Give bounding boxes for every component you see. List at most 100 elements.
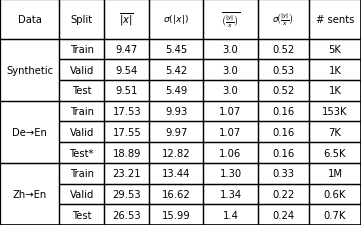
Text: 15.99: 15.99 [162,210,191,220]
Bar [59,142,104,163]
Bar [59,101,104,122]
Bar [257,60,309,81]
Bar [149,184,203,204]
Text: 1.34: 1.34 [219,189,242,199]
Text: $\overline{\left(\frac{|y|}{x}\right)}$: $\overline{\left(\frac{|y|}{x}\right)}$ [221,10,240,29]
Bar [149,122,203,142]
Bar [149,142,203,163]
Text: 0.24: 0.24 [272,210,294,220]
Text: 7K: 7K [329,127,342,137]
Bar [203,0,257,39]
Bar [309,122,361,142]
Text: 26.53: 26.53 [112,210,141,220]
Text: Zh→En: Zh→En [13,189,47,199]
Text: 6.5K: 6.5K [324,148,346,158]
Text: 5K: 5K [329,45,342,55]
Bar [203,204,257,225]
Text: 3.0: 3.0 [223,45,238,55]
Text: 3.0: 3.0 [223,65,238,75]
Text: Train: Train [70,169,94,178]
Text: 1.07: 1.07 [219,107,242,117]
Text: 9.51: 9.51 [116,86,138,96]
Text: Train: Train [70,45,94,55]
Text: 153K: 153K [322,107,348,117]
Text: Train: Train [70,107,94,117]
Text: Data: Data [18,15,42,25]
Text: 18.89: 18.89 [113,148,141,158]
Bar [257,204,309,225]
Bar [257,81,309,101]
Text: 29.53: 29.53 [112,189,141,199]
Text: 0.16: 0.16 [272,127,294,137]
Bar [149,39,203,60]
Bar [104,142,149,163]
Text: Valid: Valid [70,127,94,137]
Bar [59,163,104,184]
Bar [59,184,104,204]
Text: Synthetic: Synthetic [6,65,53,75]
Bar [104,0,149,39]
Text: 13.44: 13.44 [162,169,191,178]
Text: 9.97: 9.97 [165,127,187,137]
Text: 0.52: 0.52 [272,86,294,96]
Bar [309,60,361,81]
Bar [104,39,149,60]
Bar [59,60,104,81]
Text: 1.07: 1.07 [219,127,242,137]
Bar [149,101,203,122]
Bar [257,101,309,122]
Bar [309,101,361,122]
Text: 5.42: 5.42 [165,65,187,75]
Bar [203,39,257,60]
Text: 5.45: 5.45 [165,45,187,55]
Bar [104,184,149,204]
Bar [257,122,309,142]
Bar [59,204,104,225]
Bar [104,81,149,101]
Text: 16.62: 16.62 [162,189,191,199]
Bar [149,163,203,184]
Text: De→En: De→En [12,127,47,137]
Bar [309,0,361,39]
Bar [0,101,59,163]
Bar [309,204,361,225]
Text: 9.93: 9.93 [165,107,187,117]
Bar [0,163,59,225]
Text: 12.82: 12.82 [162,148,191,158]
Bar [149,60,203,81]
Text: # sents: # sents [316,15,354,25]
Text: 9.54: 9.54 [116,65,138,75]
Bar [309,81,361,101]
Bar [203,101,257,122]
Text: 9.47: 9.47 [116,45,138,55]
Text: 1K: 1K [329,86,342,96]
Bar [203,60,257,81]
Text: 17.55: 17.55 [112,127,141,137]
Bar [257,184,309,204]
Text: 0.53: 0.53 [272,65,294,75]
Text: Test*: Test* [70,148,94,158]
Bar [149,0,203,39]
Bar [309,142,361,163]
Text: 3.0: 3.0 [223,86,238,96]
Bar [309,163,361,184]
Text: 0.7K: 0.7K [324,210,346,220]
Bar [104,204,149,225]
Bar [59,122,104,142]
Bar [0,39,59,101]
Bar [203,122,257,142]
Text: 0.16: 0.16 [272,107,294,117]
Text: Valid: Valid [70,189,94,199]
Bar [257,39,309,60]
Bar [309,39,361,60]
Text: 0.33: 0.33 [272,169,294,178]
Text: 1M: 1M [327,169,343,178]
Text: Test: Test [72,86,92,96]
Text: Split: Split [71,15,93,25]
Bar [203,142,257,163]
Text: $\overline{|x|}$: $\overline{|x|}$ [119,11,134,28]
Bar [203,163,257,184]
Bar [59,0,104,39]
Bar [59,81,104,101]
Text: 1.06: 1.06 [219,148,242,158]
